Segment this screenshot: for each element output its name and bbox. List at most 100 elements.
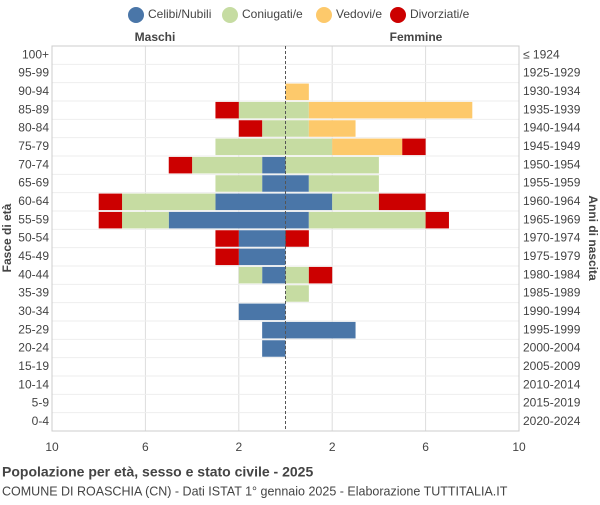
bar-female (378, 193, 426, 211)
bar-male (215, 230, 239, 247)
bar-female (285, 175, 309, 192)
y2-tick-label: 2000-2004 (523, 341, 581, 355)
chart-subtitle: COMUNE DI ROASCHIA (CN) - Dati ISTAT 1° … (2, 484, 508, 498)
bar-female (285, 120, 309, 137)
y2-tick-label: 1965-1969 (523, 212, 581, 226)
y2-tick-label: ≤ 1924 (523, 47, 560, 61)
bar-female (308, 101, 473, 119)
y-tick-label: 10-14 (18, 377, 49, 391)
y2-tick-label: 1955-1959 (523, 176, 581, 190)
bar-female (332, 193, 379, 211)
y2-tick-label: 1940-1944 (523, 121, 581, 135)
bar-female (285, 193, 333, 211)
bar-female (285, 266, 309, 284)
bar-male (238, 230, 286, 247)
bar-female (285, 101, 309, 119)
y-tick-label: 100+ (22, 47, 49, 61)
bar-male (215, 175, 263, 192)
y2-tick-label: 1930-1934 (523, 84, 581, 98)
y-tick-label: 30-34 (18, 304, 49, 318)
y-tick-label: 15-19 (18, 359, 49, 373)
y2-tick-label: 1985-1989 (523, 286, 581, 300)
bar-male (98, 193, 123, 211)
bar-male (262, 156, 286, 174)
bar-male (215, 101, 239, 119)
bar-male (215, 193, 286, 211)
bar-male (238, 120, 263, 137)
bar-female (285, 321, 356, 339)
bar-male (215, 248, 239, 266)
bar-male (192, 156, 263, 174)
chart-title: Popolazione per età, sesso e stato civil… (2, 464, 313, 480)
bar-male (168, 211, 286, 229)
y-tick-label: 95-99 (18, 66, 49, 80)
y2-tick-label: 1945-1949 (523, 139, 581, 153)
right-label: Femmine (390, 30, 443, 44)
y-tick-label: 65-69 (18, 176, 49, 190)
y-axis-label: Fasce di età (0, 203, 14, 272)
bar-female (285, 156, 379, 174)
bar-female (308, 211, 426, 229)
legend-swatch (390, 7, 406, 23)
y-tick-label: 70-74 (18, 157, 49, 171)
bar-female (285, 138, 333, 156)
y-tick-label: 20-24 (18, 341, 49, 355)
y2-tick-label: 1980-1984 (523, 267, 581, 281)
bar-male (215, 138, 286, 156)
y-tick-label: 75-79 (18, 139, 49, 153)
y-tick-label: 55-59 (18, 212, 49, 226)
bar-female (308, 266, 333, 284)
y-tick-label: 85-89 (18, 102, 49, 116)
bar-female (285, 83, 309, 101)
legend-swatch (128, 7, 144, 23)
legend-label: Coniugati/e (242, 7, 303, 21)
y2-tick-label: 2010-2014 (523, 377, 581, 391)
x-tick-label: 10 (512, 440, 526, 454)
y-tick-label: 45-49 (18, 249, 49, 263)
bar-female (308, 175, 379, 192)
x-tick-label: 2 (329, 440, 336, 454)
bar-male (262, 175, 286, 192)
bar-male (168, 156, 193, 174)
legend-label: Divorziati/e (410, 7, 470, 21)
y2-tick-label: 2005-2009 (523, 359, 581, 373)
legend-swatch (222, 7, 238, 23)
y-tick-label: 90-94 (18, 84, 49, 98)
bar-male (262, 120, 286, 137)
x-tick-label: 6 (422, 440, 429, 454)
y-tick-label: 60-64 (18, 194, 49, 208)
y2-tick-label: 1970-1974 (523, 231, 581, 245)
y-tick-label: 40-44 (18, 267, 49, 281)
y2-tick-label: 1950-1954 (523, 157, 581, 171)
y2-axis-label: Anni di nascita (586, 195, 600, 281)
legend-label: Celibi/Nubili (148, 7, 211, 21)
bar-male (122, 193, 216, 211)
y-tick-label: 80-84 (18, 121, 49, 135)
bar-male (238, 303, 286, 321)
y-tick-label: 25-29 (18, 322, 49, 336)
bar-male (262, 266, 286, 284)
bar-male (262, 340, 286, 357)
y-tick-label: 5-9 (32, 396, 50, 410)
x-tick-label: 10 (45, 440, 59, 454)
bar-female (332, 138, 403, 156)
bar-female (425, 211, 449, 229)
y-tick-label: 0-4 (32, 414, 50, 428)
y-tick-label: 50-54 (18, 231, 49, 245)
left-label: Maschi (135, 30, 176, 44)
y2-tick-label: 2020-2024 (523, 414, 581, 428)
bar-female (308, 120, 356, 137)
y2-tick-label: 1975-1979 (523, 249, 581, 263)
bar-female (285, 230, 309, 247)
x-tick-label: 2 (235, 440, 242, 454)
y2-tick-label: 1935-1939 (523, 102, 581, 116)
y2-tick-label: 1925-1929 (523, 66, 581, 80)
legend-swatch (316, 7, 332, 23)
bar-male (98, 211, 123, 229)
bar-male (238, 266, 263, 284)
x-tick-label: 6 (142, 440, 149, 454)
bar-female (402, 138, 426, 156)
bar-male (238, 248, 286, 266)
bar-male (262, 321, 286, 339)
